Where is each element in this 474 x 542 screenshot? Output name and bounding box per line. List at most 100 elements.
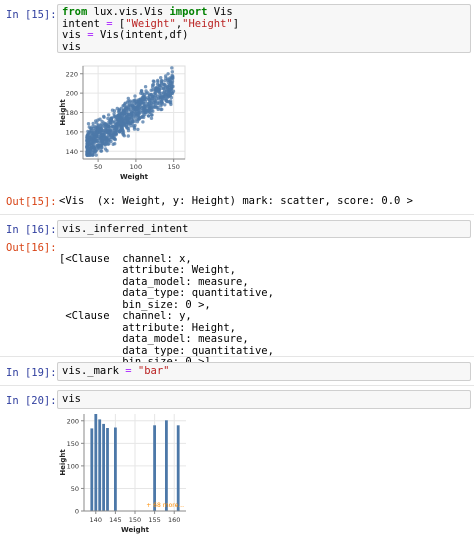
y-tick-label: 140 [66,148,78,156]
scatter-point [94,135,98,139]
scatter-point [140,110,145,114]
scatter-point [136,113,140,117]
scatter-point [138,97,143,101]
scatter-point [135,117,139,121]
input-prompt-15: In [15]: [6,9,57,21]
scatter-point [106,124,111,128]
scatter-point [151,83,155,87]
scatter-point [104,135,108,139]
scatter-point [168,91,172,95]
scatter-point [116,114,120,118]
string-literal: "bar" [137,365,170,377]
scatter-point [117,109,121,113]
scatter-point [107,142,111,146]
scatter-point [120,122,124,126]
code-text: Vis(intent,df) [93,29,189,41]
scatter-point [170,66,174,70]
scatter-point [115,128,119,132]
scatter-point [91,121,95,126]
operator: = [125,365,132,377]
scatter-point [149,116,154,120]
scatter-point [115,122,120,126]
scatter-point [164,74,168,78]
keyword: from [62,6,88,18]
y-tick-label: 150 [67,440,79,448]
x-axis-label: Weight [121,526,150,534]
output-prompt-15: Out[15]: [6,196,57,208]
scatter-point [161,96,165,101]
scatter-chart[interactable]: 140 160 180 200 220 50 100 150 Weight Height [57,60,192,185]
scatter-point [133,94,137,98]
scatter-point [146,104,150,109]
output-line: data_type: quantitative, [59,344,274,357]
scatter-point [98,128,102,132]
y-tick-label: 0 [75,508,79,516]
y-tick-label: 100 [67,462,79,470]
x-tick-label: 50 [94,163,102,171]
scatter-point [147,114,151,118]
bar-chart[interactable]: 0 50 100 150 200 140 145 150 155 160 Weight Height +… [57,410,192,538]
scatter-point [159,76,163,80]
scatter-point [126,134,130,138]
scatter-point [168,100,172,104]
input-prompt-19: In [19]: [6,367,57,379]
scatter-point [89,138,93,142]
code-cell-15[interactable]: from lux.vis.Vis import Vis intent = ["W… [57,4,471,53]
scatter-point [101,129,105,133]
scatter-point [109,121,113,126]
scatter-point [146,109,150,113]
scatter-point [127,112,131,117]
x-tick-label: 150 [129,516,141,524]
scatter-point [93,125,97,129]
scatter-point [102,122,107,126]
y-tick-label: 220 [66,70,78,78]
scatter-point [89,142,93,146]
bar [176,425,180,511]
bar [165,420,168,511]
bar [90,428,94,511]
scatter-point [168,76,172,80]
scatter-point [141,100,145,104]
x-tick-label: 100 [130,163,142,171]
y-axis-label: Height [59,449,67,476]
scatter-point [119,119,123,123]
scatter-point [112,109,117,113]
code-line: vis._mark = "bar" [62,365,170,378]
y-tick-label: 200 [66,90,78,98]
bar [114,427,117,511]
scatter-point [143,85,148,89]
x-tick-label: 155 [148,516,160,524]
scatter-point [120,115,124,119]
scatter-point [125,124,129,129]
scatter-point [99,149,104,153]
scatter-point [92,140,97,145]
code-text: vis [62,29,88,41]
scatter-point [123,111,127,115]
scatter-point [114,117,118,122]
scatter-point [95,131,99,136]
scatter-point [92,132,96,136]
scatter-point [122,116,127,121]
scatter-point [135,120,140,124]
scatter-point [137,116,142,120]
bar [106,428,109,511]
code-text: [ [112,17,126,30]
code-cell-19[interactable]: vis._mark = "bar" [57,362,471,381]
scatter-point [146,91,150,95]
y-tick-label: 200 [67,417,79,425]
scatter-point [101,137,105,142]
code-cell-16[interactable]: vis._inferred_intent [57,220,471,238]
scatter-point [153,94,158,98]
scatter-point [113,115,117,119]
scatter-point [141,114,145,118]
scatter-point [154,88,158,92]
scatter-point [149,88,153,92]
scatter-point [94,153,98,157]
y-tick-label: 180 [66,109,78,117]
code-text: Vis [207,6,233,18]
input-prompt-20: In [20]: [6,395,57,407]
code-cell-20[interactable]: vis [57,390,471,409]
scatter-point [90,152,95,157]
scatter-point [127,121,132,125]
code-line: vis = Vis(intent,df) [62,29,189,42]
